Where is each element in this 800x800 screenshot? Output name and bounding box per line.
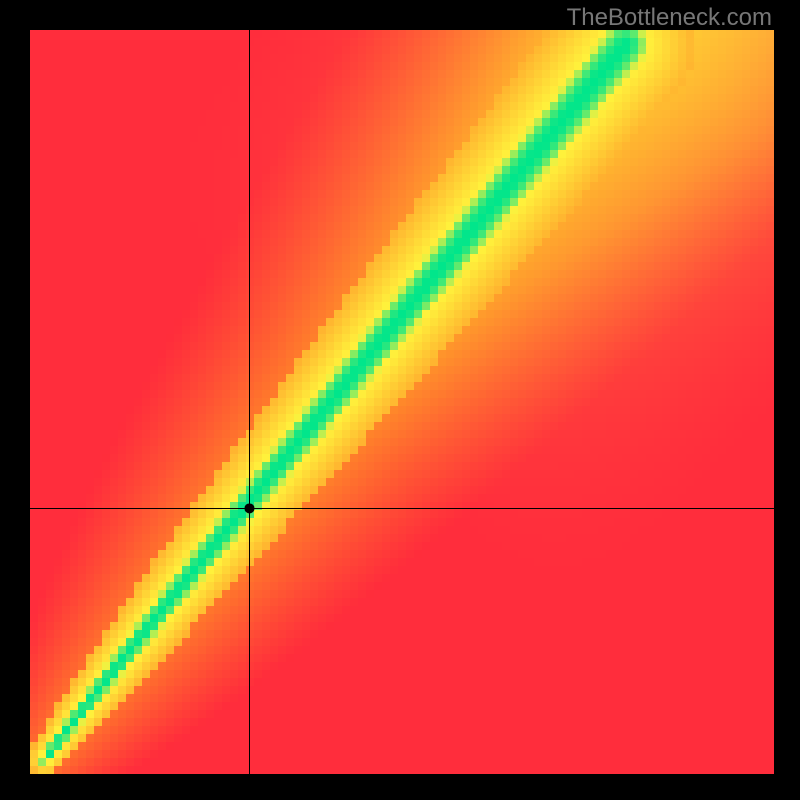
chart-container: { "canvas": { "width": 800, "height": 80… <box>0 0 800 800</box>
bottleneck-heatmap-canvas <box>0 0 800 800</box>
watermark-text: TheBottleneck.com <box>567 4 772 32</box>
